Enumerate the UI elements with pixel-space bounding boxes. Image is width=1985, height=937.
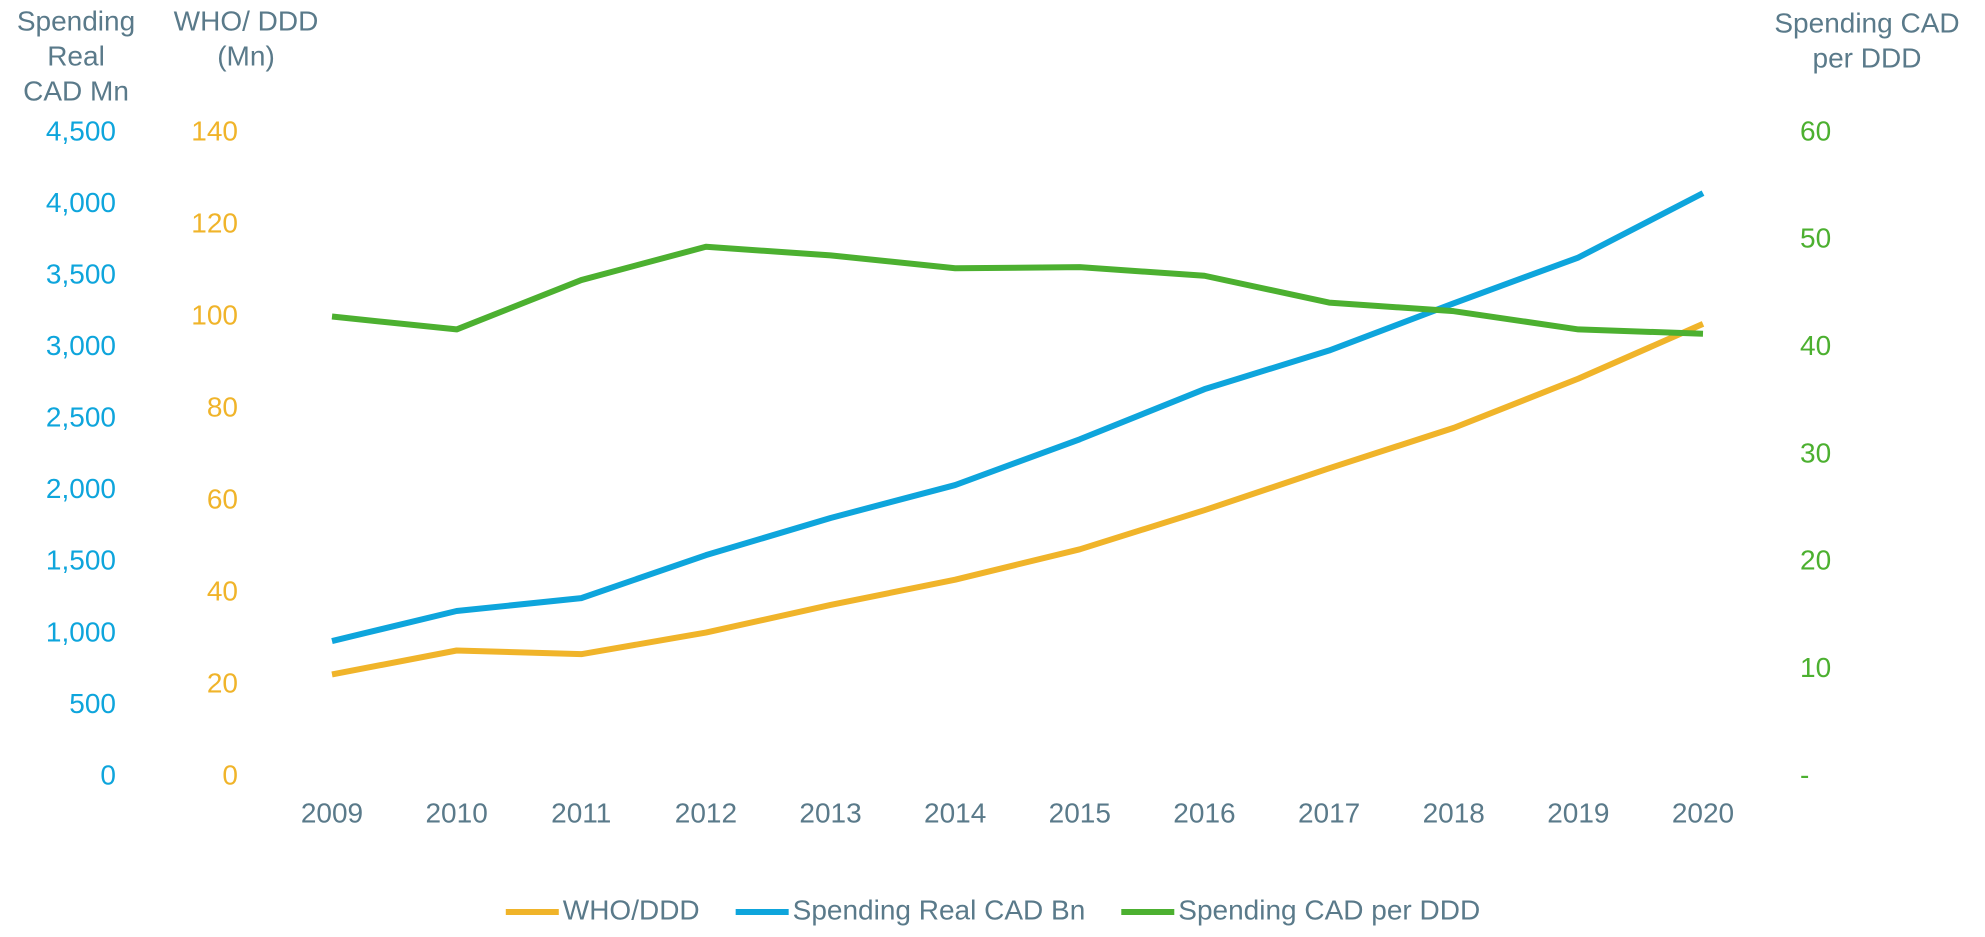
- axis-title: WHO/ DDD: [174, 5, 319, 36]
- y-tick-label: 120: [191, 207, 238, 238]
- y-tick-label: 3,500: [46, 259, 116, 290]
- x-tick-label: 2009: [301, 797, 363, 828]
- series-line: [331, 190, 1705, 644]
- y-tick-label: 3,000: [46, 330, 116, 361]
- y-tick-label: 40: [1800, 330, 1831, 361]
- y-tick-label: 20: [1800, 545, 1831, 576]
- x-tick-label: 2010: [425, 797, 487, 828]
- series-line: [331, 321, 1705, 678]
- legend-label: Spending Real CAD Bn: [793, 894, 1086, 925]
- y-tick-label: 20: [207, 667, 238, 698]
- x-tick-label: 2016: [1173, 797, 1235, 828]
- x-tick-label: 2013: [799, 797, 861, 828]
- legend-label: WHO/DDD: [563, 894, 700, 925]
- y-tick-label: 100: [191, 299, 238, 330]
- y-tick-label: 1,500: [46, 545, 116, 576]
- y-tick-label: 4,500: [46, 115, 116, 146]
- axis-title: CAD Mn: [23, 75, 129, 106]
- y-tick-label: 80: [207, 391, 238, 422]
- y-tick-label: 0: [100, 759, 116, 790]
- x-tick-label: 2019: [1547, 797, 1609, 828]
- x-tick-label: 2015: [1049, 797, 1111, 828]
- x-tick-label: 2017: [1298, 797, 1360, 828]
- y-tick-label: 0: [222, 759, 238, 790]
- legend-label: Spending CAD per DDD: [1178, 894, 1480, 925]
- axis-title: Spending CAD: [1774, 7, 1959, 38]
- y-tick-label: 140: [191, 115, 238, 146]
- y-tick-label: 4,000: [46, 187, 116, 218]
- x-tick-label: 2018: [1423, 797, 1485, 828]
- y-tick-label: 2,000: [46, 473, 116, 504]
- y-tick-label: -: [1800, 759, 1809, 790]
- x-tick-label: 2020: [1672, 797, 1734, 828]
- x-tick-label: 2011: [551, 797, 611, 828]
- axis-title: Real: [47, 40, 105, 71]
- y-tick-label: 1,000: [46, 616, 116, 647]
- axis-title: per DDD: [1813, 42, 1922, 73]
- x-tick-label: 2012: [675, 797, 737, 828]
- y-tick-label: 60: [1800, 115, 1831, 146]
- y-tick-label: 40: [207, 575, 238, 606]
- y-tick-label: 50: [1800, 223, 1831, 254]
- y-tick-label: 10: [1800, 652, 1831, 683]
- axis-title: (Mn): [217, 40, 275, 71]
- y-tick-label: 60: [207, 483, 238, 514]
- y-tick-label: 30: [1800, 437, 1831, 468]
- y-tick-label: 500: [69, 688, 116, 719]
- series-line: [331, 243, 1704, 337]
- y-tick-label: 2,500: [46, 402, 116, 433]
- x-tick-label: 2014: [924, 797, 986, 828]
- axis-title: Spending: [17, 5, 135, 36]
